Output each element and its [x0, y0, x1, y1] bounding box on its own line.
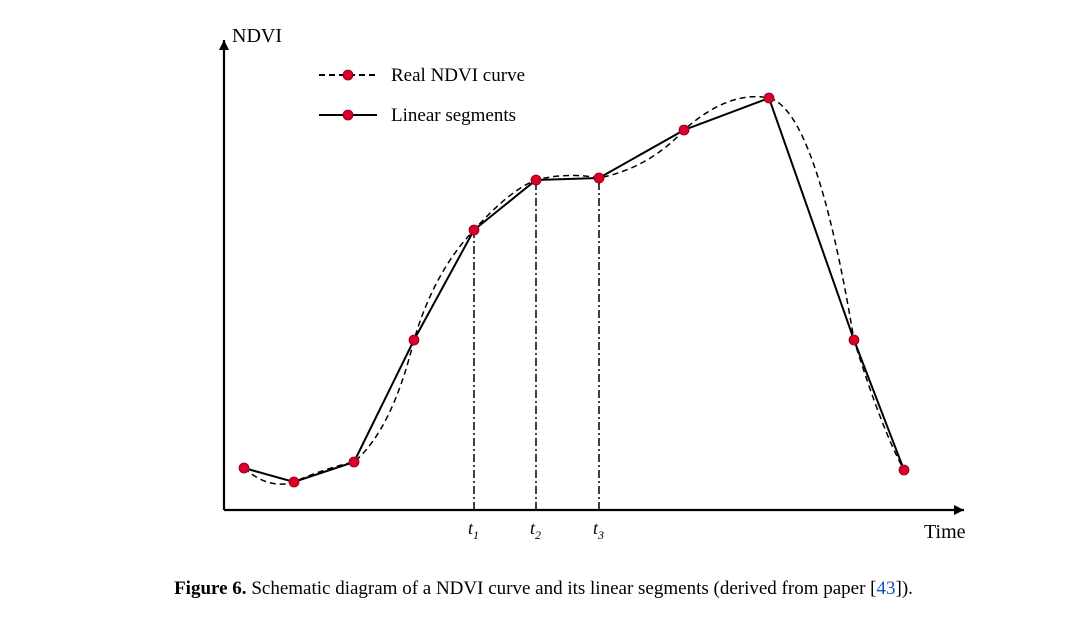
caption-suffix: ]).: [896, 578, 913, 599]
svg-text:Time: Time: [924, 521, 966, 543]
svg-text:NDVI: NDVI: [232, 25, 282, 47]
figure-container: TimeNDVIt1t2t3Real NDVI curveLinear segm…: [20, 20, 1067, 600]
caption-prefix: Figure 6.: [174, 578, 246, 599]
svg-text:Real NDVI curve: Real NDVI curve: [391, 65, 525, 86]
ndvi-chart-svg: TimeNDVIt1t2t3Real NDVI curveLinear segm…: [94, 20, 994, 560]
figure-caption: Figure 6. Schematic diagram of a NDVI cu…: [20, 578, 1067, 600]
citation-link[interactable]: 43: [877, 578, 896, 599]
chart-area: TimeNDVIt1t2t3Real NDVI curveLinear segm…: [94, 20, 994, 560]
caption-text: Schematic diagram of a NDVI curve and it…: [247, 578, 877, 599]
svg-text:Linear segments: Linear segments: [391, 105, 516, 126]
